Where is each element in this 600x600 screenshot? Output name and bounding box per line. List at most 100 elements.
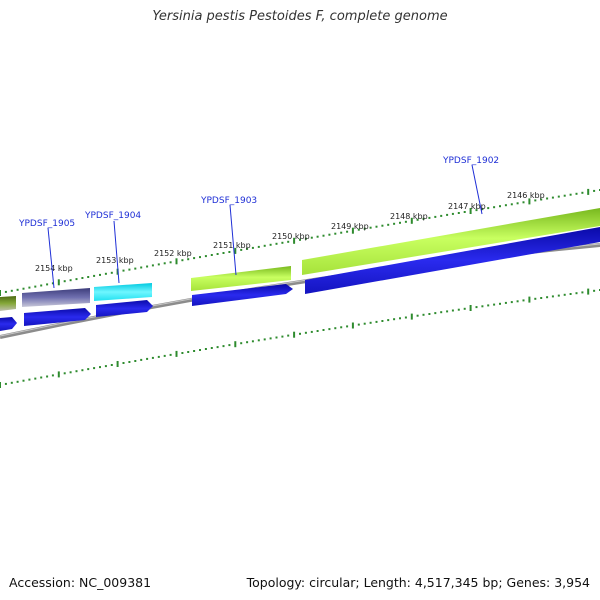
minor-tick xyxy=(393,318,396,321)
major-tick xyxy=(351,227,354,234)
minor-tick xyxy=(504,204,507,207)
minor-tick xyxy=(140,266,143,269)
minor-tick xyxy=(40,376,43,379)
minor-tick xyxy=(446,310,449,313)
gene-label[interactable]: YPDSF_1902 xyxy=(442,156,499,166)
minor-tick xyxy=(193,350,196,352)
minor-tick xyxy=(534,199,537,202)
minor-tick xyxy=(381,320,384,322)
major-tick xyxy=(528,296,531,303)
minor-tick xyxy=(434,215,437,218)
minor-tick xyxy=(481,208,484,211)
minor-tick xyxy=(381,224,384,227)
minor-tick xyxy=(151,356,154,359)
major-tick xyxy=(293,331,296,338)
kbp-label: 2153 kbp xyxy=(96,256,134,265)
major-tick xyxy=(469,305,472,311)
cds-arrow-5 xyxy=(305,227,600,294)
minor-tick xyxy=(104,365,107,368)
map-title: Yersinia pestis Pestoides F, complete ge… xyxy=(152,9,448,24)
minor-tick xyxy=(516,202,519,205)
feature-track-upper xyxy=(0,208,600,311)
major-tick xyxy=(587,288,590,295)
minor-tick xyxy=(516,300,519,303)
leader-line xyxy=(471,164,483,215)
minor-tick xyxy=(310,236,313,239)
gene-label[interactable]: YPDSF_1903 xyxy=(200,196,257,206)
minor-tick xyxy=(369,226,372,229)
minor-tick xyxy=(246,247,249,250)
kbp-labels: 2154 kbp 2153 kbp 2152 kbp 2151 kbp 2150… xyxy=(35,191,545,273)
minor-tick xyxy=(310,330,313,333)
feature-ypdsf-1904 xyxy=(94,283,152,301)
minor-tick xyxy=(551,295,554,298)
minor-tick xyxy=(257,245,260,248)
major-tick xyxy=(351,322,354,329)
gene-label[interactable]: YPDSF_1904 xyxy=(84,211,141,221)
kbp-label: 2149 kbp xyxy=(331,222,369,231)
cds-arrow-2 xyxy=(24,308,91,326)
leader-line xyxy=(229,204,237,276)
minor-tick xyxy=(387,319,390,322)
minor-tick xyxy=(369,321,372,324)
minor-tick xyxy=(434,312,437,315)
minor-tick xyxy=(346,230,349,233)
minor-tick xyxy=(134,360,137,362)
gene-label-leaders xyxy=(47,164,483,289)
minor-tick xyxy=(63,280,66,283)
minor-tick xyxy=(328,328,331,331)
minor-tick xyxy=(51,282,54,285)
minor-tick xyxy=(263,338,266,341)
minor-tick xyxy=(399,221,401,224)
major-tick xyxy=(116,361,119,367)
minor-tick xyxy=(251,340,254,343)
gene-label[interactable]: YPDSF_1905 xyxy=(18,219,75,229)
minor-tick xyxy=(110,271,113,274)
minor-tick xyxy=(475,306,478,309)
major-tick xyxy=(410,217,413,224)
major-tick xyxy=(469,208,472,214)
minor-tick xyxy=(569,193,572,196)
minor-tick xyxy=(34,285,37,288)
minor-tick xyxy=(340,326,343,329)
minor-tick xyxy=(93,367,96,370)
minor-tick xyxy=(4,382,7,385)
minor-tick xyxy=(557,294,560,297)
accession-text: Accession: NC_009381 xyxy=(9,575,152,590)
minor-tick xyxy=(99,273,101,276)
minor-tick xyxy=(404,220,407,223)
minor-tick xyxy=(340,231,343,234)
minor-tick xyxy=(187,258,190,261)
minor-tick xyxy=(146,357,149,360)
minor-tick xyxy=(228,344,231,347)
major-tick xyxy=(234,247,237,254)
minor-tick xyxy=(557,195,560,198)
minor-tick xyxy=(269,337,272,340)
minor-tick xyxy=(99,366,101,369)
minor-tick xyxy=(187,351,190,353)
minor-tick xyxy=(204,348,207,350)
minor-tick xyxy=(75,278,78,281)
minor-tick xyxy=(522,201,525,204)
minor-tick xyxy=(475,209,478,212)
cds-track-lower xyxy=(0,227,600,331)
minor-tick xyxy=(181,259,184,262)
inner-tick-ring xyxy=(0,288,600,388)
minor-tick xyxy=(281,241,284,244)
minor-tick xyxy=(316,235,319,238)
minor-tick xyxy=(157,355,160,358)
minor-tick xyxy=(575,292,578,295)
minor-tick xyxy=(422,313,425,316)
feature-olive xyxy=(0,296,16,311)
minor-tick xyxy=(363,322,366,325)
major-tick xyxy=(0,382,1,388)
minor-tick xyxy=(540,198,543,201)
minor-tick xyxy=(363,227,366,230)
minor-tick xyxy=(163,262,166,265)
minor-tick xyxy=(46,283,49,286)
major-tick xyxy=(57,279,60,286)
minor-tick xyxy=(322,329,325,331)
kbp-label: 2148 kbp xyxy=(390,212,428,221)
minor-tick xyxy=(46,375,49,378)
